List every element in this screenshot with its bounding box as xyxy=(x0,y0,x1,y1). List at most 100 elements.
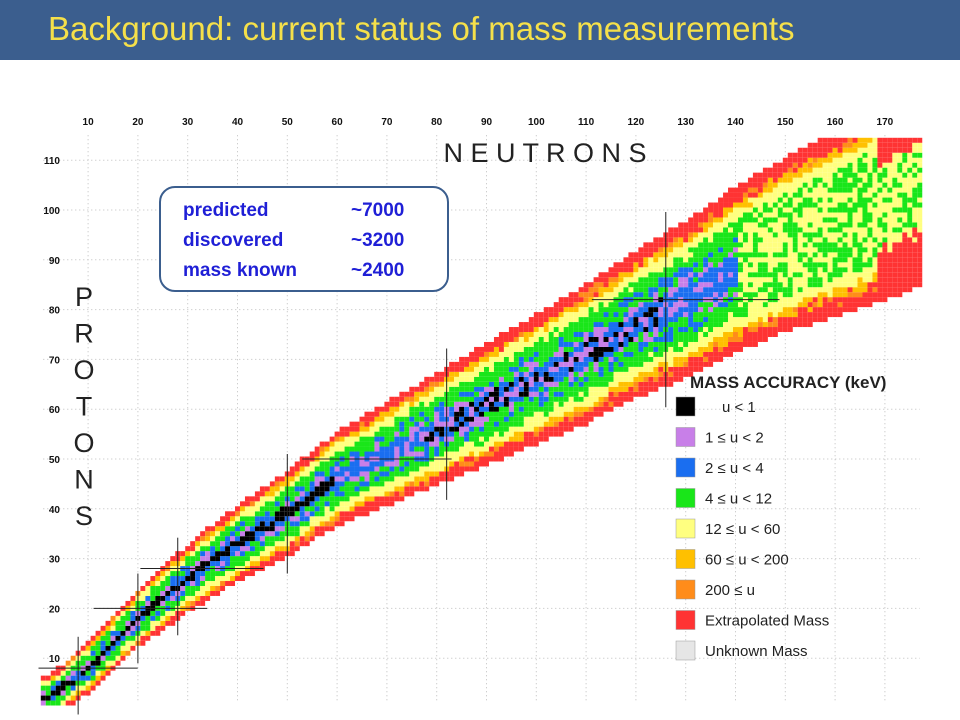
nuclide-cell xyxy=(713,247,719,253)
nuclide-cell xyxy=(185,595,191,601)
nuclide-cell xyxy=(613,371,619,377)
nuclide-cell xyxy=(812,197,818,203)
nuclide-cell xyxy=(459,406,465,412)
nuclide-cell xyxy=(648,262,654,268)
nuclide-cell xyxy=(324,486,330,492)
nuclide-cell xyxy=(608,267,614,273)
nuclide-cell xyxy=(309,461,315,467)
nuclide-cell xyxy=(817,147,823,153)
nuclide-cell xyxy=(543,426,549,432)
nuclide-cell xyxy=(474,446,480,452)
nuclide-cell xyxy=(533,386,539,392)
nuclide-cell xyxy=(254,551,260,557)
nuclide-cell xyxy=(817,202,823,208)
nuclide-cell xyxy=(782,212,788,218)
nuclide-cell xyxy=(623,381,629,387)
nuclide-cell xyxy=(434,411,440,417)
nuclide-cell xyxy=(782,282,788,288)
nuclide-cell xyxy=(508,371,514,377)
nuclide-cell xyxy=(772,282,778,288)
nuclide-cell xyxy=(797,322,803,328)
nuclide-cell xyxy=(384,421,390,427)
nuclide-cell xyxy=(155,595,161,601)
nuclide-cell xyxy=(578,287,584,293)
nuclide-cell xyxy=(782,267,788,273)
nuclide-cell xyxy=(249,506,255,512)
nuclide-cell xyxy=(588,332,594,337)
nuclide-cell xyxy=(867,162,873,168)
nuclide-cell xyxy=(225,551,231,557)
nuclide-cell xyxy=(668,287,674,293)
nuclide-cell xyxy=(807,217,813,223)
nuclide-cell xyxy=(698,252,704,258)
nuclide-cell xyxy=(339,501,345,507)
nuclide-cell xyxy=(857,162,863,168)
nuclide-cell xyxy=(409,386,415,392)
nuclide-cell xyxy=(862,287,868,293)
nuclide-cell xyxy=(902,172,908,178)
nuclide-cell xyxy=(180,571,186,577)
nuclide-cell xyxy=(518,381,524,387)
nuclide-cell xyxy=(583,297,589,303)
nuclide-cell xyxy=(165,585,171,591)
nuclide-cell xyxy=(334,506,340,512)
nuclide-cell xyxy=(792,192,798,198)
nuclide-cell xyxy=(558,312,564,318)
nuclide-cell xyxy=(523,386,529,392)
nuclide-cell xyxy=(583,302,589,308)
nuclide-cell xyxy=(817,142,823,148)
nuclide-cell xyxy=(65,670,71,676)
nuclide-cell xyxy=(150,600,156,606)
nuclide-cell xyxy=(513,346,519,352)
nuclide-cell xyxy=(797,197,803,203)
nuclide-cell xyxy=(742,187,748,193)
nuclide-cell xyxy=(847,237,853,243)
nuclide-cell xyxy=(374,426,380,432)
nuclide-cell xyxy=(399,486,405,492)
nuclide-cell xyxy=(518,391,524,397)
nuclide-cell xyxy=(399,466,405,472)
nuclide-cell xyxy=(648,361,654,367)
nuclide-cell xyxy=(752,302,758,308)
nuclide-cell xyxy=(70,675,76,681)
nuclide-cell xyxy=(703,207,709,213)
nuclide-cell xyxy=(294,486,300,492)
nuclide-cell xyxy=(912,237,918,243)
nuclide-cell xyxy=(648,287,654,293)
nuclide-cell xyxy=(374,446,380,452)
nuclide-cell xyxy=(792,297,798,303)
nuclide-cell xyxy=(822,167,828,173)
nuclide-cell xyxy=(658,317,664,323)
nuclide-cell xyxy=(638,351,644,357)
nuclide-cell xyxy=(618,282,624,288)
nuclide-cell xyxy=(683,312,689,318)
nuclide-cell xyxy=(658,366,664,372)
nuclide-cell xyxy=(723,232,729,238)
y-axis-title-letter: N xyxy=(74,465,94,495)
nuclide-cell xyxy=(892,267,898,273)
nuclide-cell xyxy=(603,366,609,372)
nuclide-cell xyxy=(354,511,360,517)
nuclide-cell xyxy=(339,426,345,432)
nuclide-cell xyxy=(429,376,435,382)
nuclide-cell xyxy=(703,247,709,253)
nuclide-cell xyxy=(902,202,908,208)
nuclide-cell xyxy=(767,237,773,243)
nuclide-cell xyxy=(832,297,838,303)
nuclide-cell xyxy=(847,252,853,258)
nuclide-cell xyxy=(324,516,330,522)
nuclide-cell xyxy=(797,227,803,233)
nuclide-cell xyxy=(374,461,380,467)
nuclide-cell xyxy=(832,282,838,288)
nuclide-cell xyxy=(464,361,470,367)
nuclide-cell xyxy=(553,366,559,372)
nuclide-cell xyxy=(827,287,833,293)
nuclide-cell xyxy=(752,242,758,248)
nuclide-cell xyxy=(892,222,898,228)
nuclide-cell xyxy=(225,541,231,547)
nuclide-cell xyxy=(678,227,684,233)
nuclide-cell xyxy=(568,411,574,417)
nuclide-cell xyxy=(583,371,589,377)
nuclide-cell xyxy=(314,531,320,537)
